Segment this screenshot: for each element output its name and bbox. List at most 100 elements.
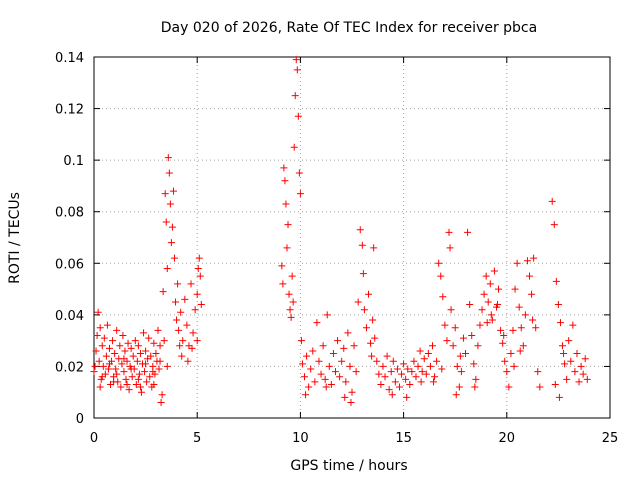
data-point — [400, 360, 408, 368]
data-point — [468, 331, 476, 339]
data-point — [548, 197, 556, 205]
data-point — [526, 272, 534, 280]
data-point — [336, 373, 344, 381]
data-point — [464, 228, 472, 236]
data-point — [157, 399, 165, 407]
data-point — [388, 391, 396, 399]
data-point — [174, 280, 182, 288]
data-point — [193, 290, 201, 298]
data-point — [176, 342, 184, 350]
data-point — [340, 344, 348, 352]
data-point — [165, 169, 173, 177]
y-tick-label: 0.04 — [55, 309, 84, 324]
data-point — [486, 280, 494, 288]
data-point — [134, 342, 142, 350]
y-tick-label: 0 — [76, 412, 84, 427]
data-point — [581, 355, 589, 363]
data-point — [346, 362, 354, 370]
data-point — [412, 373, 420, 381]
data-point — [387, 368, 395, 376]
data-point — [554, 301, 562, 309]
data-point — [183, 321, 191, 329]
y-tick-label: 0.06 — [55, 257, 84, 272]
data-point — [499, 339, 507, 347]
data-point — [433, 357, 441, 365]
data-point — [102, 352, 110, 360]
data-point — [319, 342, 327, 350]
data-point — [403, 393, 411, 401]
data-point — [172, 298, 180, 306]
data-point — [279, 280, 287, 288]
data-point — [140, 329, 148, 337]
data-point — [295, 169, 303, 177]
data-point — [150, 380, 158, 388]
data-point — [446, 244, 454, 252]
data-point — [430, 378, 438, 386]
data-point — [474, 342, 482, 350]
data-point — [181, 295, 189, 303]
data-point — [99, 362, 107, 370]
data-point — [516, 347, 524, 355]
data-point — [417, 378, 425, 386]
data-point — [116, 342, 124, 350]
data-point — [381, 373, 389, 381]
data-point — [170, 254, 178, 262]
data-point — [129, 352, 137, 360]
data-point — [105, 360, 113, 368]
data-point — [173, 316, 181, 324]
data-point — [146, 373, 154, 381]
data-point — [551, 380, 559, 388]
data-point — [302, 391, 310, 399]
data-point — [510, 362, 518, 370]
data-point — [530, 254, 538, 262]
data-point — [329, 350, 337, 358]
data-point — [152, 350, 160, 358]
data-point — [278, 262, 286, 270]
data-point — [373, 357, 381, 365]
data-point — [137, 388, 145, 396]
data-point — [385, 386, 393, 394]
data-point — [494, 301, 502, 309]
data-point — [98, 342, 106, 350]
data-point — [118, 360, 126, 368]
data-point — [515, 303, 523, 311]
data-point — [127, 365, 135, 373]
data-point — [359, 270, 367, 278]
data-point — [559, 342, 567, 350]
chart-title: Day 020 of 2026, Rate Of TEC Index for r… — [161, 20, 537, 36]
data-point — [426, 362, 434, 370]
data-point — [292, 56, 300, 64]
data-point — [188, 344, 196, 352]
data-point — [350, 342, 358, 350]
data-point — [194, 264, 202, 272]
data-point — [313, 319, 321, 327]
data-point — [197, 301, 205, 309]
data-point — [124, 339, 132, 347]
x-tick-label: 10 — [292, 431, 309, 446]
data-point — [352, 368, 360, 376]
data-point — [91, 362, 99, 370]
data-point — [291, 92, 299, 100]
data-point — [563, 375, 571, 383]
data-point — [391, 378, 399, 386]
data-point — [435, 259, 443, 267]
data-point — [288, 272, 296, 280]
data-point — [490, 267, 498, 275]
data-point — [193, 337, 201, 345]
data-point — [484, 298, 492, 306]
data-point — [127, 344, 135, 352]
data-point — [136, 350, 144, 358]
data-point — [289, 298, 297, 306]
data-point — [497, 326, 505, 334]
data-point — [428, 342, 436, 350]
data-point — [532, 324, 540, 332]
grid-lines — [94, 57, 610, 418]
x-tick-label: 0 — [90, 431, 98, 446]
data-point — [555, 393, 563, 401]
data-point — [131, 337, 139, 345]
data-point — [511, 285, 519, 293]
data-point — [528, 290, 536, 298]
data-point — [521, 311, 529, 319]
data-point — [187, 280, 195, 288]
